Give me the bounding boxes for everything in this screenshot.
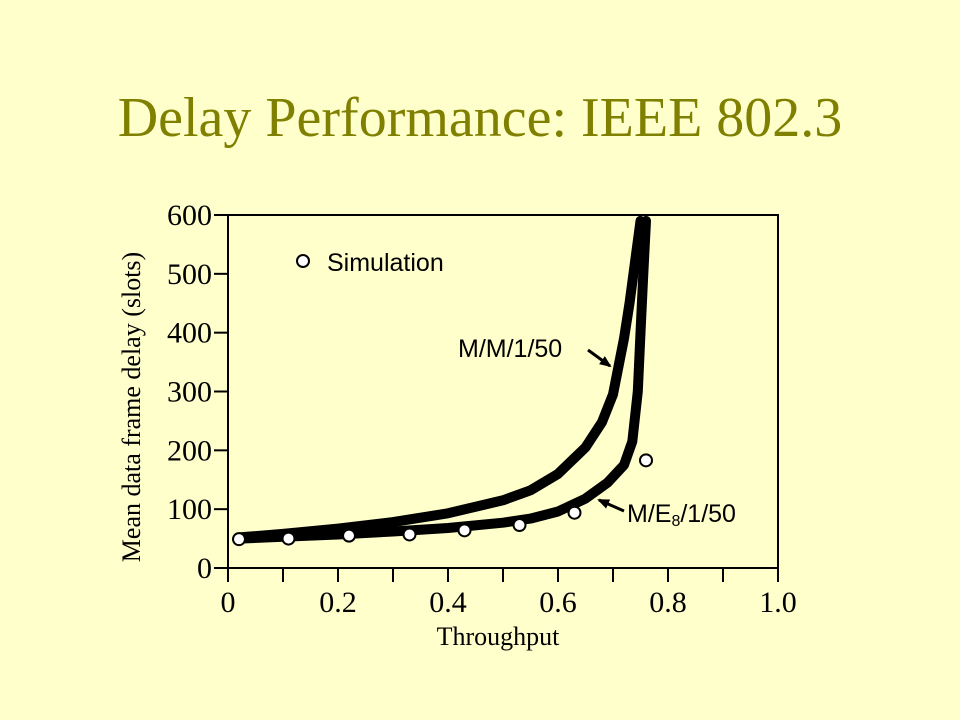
simulation-point bbox=[281, 531, 296, 546]
simulation-point bbox=[567, 505, 582, 520]
simulation-point bbox=[512, 518, 527, 533]
annotation-mm1-arrow bbox=[587, 348, 612, 368]
x-tick-label: 0.8 bbox=[649, 586, 687, 619]
annotation-me8-tail: /1/50 bbox=[680, 500, 736, 528]
x-tick-label: 1.0 bbox=[759, 586, 797, 619]
series bbox=[232, 215, 653, 547]
slide-title: Delay Performance: IEEE 802.3 bbox=[117, 87, 843, 149]
annotation-me8-main: M/E bbox=[627, 500, 671, 528]
x-tick-label: 0.6 bbox=[539, 586, 577, 619]
x-tick-label: 0.4 bbox=[429, 586, 467, 619]
annotation-me8-arrow bbox=[597, 498, 625, 513]
simulation-point bbox=[639, 453, 653, 468]
axes: 0 100 200 300 400 500 600 0 0.2 0.4 0.6 0.8 1.0 bbox=[167, 199, 797, 619]
simulation-point bbox=[457, 523, 472, 538]
annotation-me8-label: M/E8/1/50 bbox=[627, 500, 736, 530]
y-tick-label: 400 bbox=[167, 317, 212, 350]
legend: Simulation bbox=[296, 249, 444, 277]
y-tick-label: 100 bbox=[167, 493, 212, 526]
y-axis-label: Mean data frame delay (slots) bbox=[117, 252, 146, 562]
y-tick-label: 0 bbox=[197, 552, 212, 585]
simulation-point bbox=[232, 532, 246, 547]
legend-simulation-label: Simulation bbox=[327, 249, 444, 277]
x-axis-label: Throughput bbox=[437, 622, 561, 651]
simulation-point bbox=[342, 528, 356, 543]
y-tick-label: 600 bbox=[167, 199, 212, 232]
annotation-me8-sub: 8 bbox=[671, 513, 680, 530]
x-tick-label: 0.2 bbox=[319, 586, 357, 619]
x-tick-label: 0 bbox=[221, 586, 236, 619]
y-tick-label: 200 bbox=[167, 434, 212, 467]
y-tick-label: 500 bbox=[167, 258, 212, 291]
simulation-point bbox=[402, 527, 417, 542]
annotations: M/M/1/50 M/E8/1/50 bbox=[458, 335, 736, 530]
series-line-m-e8-1-50 bbox=[234, 215, 651, 544]
y-tick-label: 300 bbox=[167, 376, 212, 409]
legend-simulation-marker bbox=[296, 254, 310, 268]
annotation-mm1-label: M/M/1/50 bbox=[458, 335, 562, 363]
series-line-m-m-1-50 bbox=[234, 215, 646, 543]
